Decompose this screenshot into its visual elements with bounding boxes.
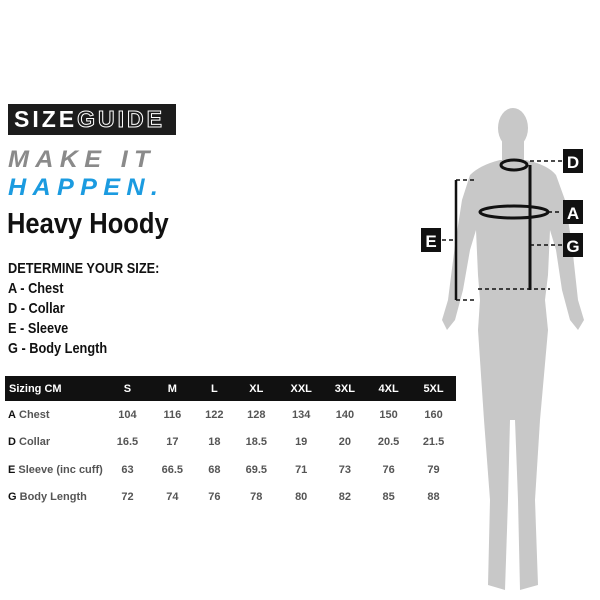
header-cell: 5XL bbox=[411, 376, 456, 401]
header-cell: L bbox=[194, 376, 234, 401]
table-cell: 76 bbox=[208, 491, 221, 504]
table-cell: 76 bbox=[382, 463, 395, 476]
table-cell: 122 bbox=[205, 408, 224, 421]
logo-part1: SIZE bbox=[14, 106, 78, 132]
svg-text:G: G bbox=[566, 237, 579, 256]
size-guide-logo: SIZE GUIDE bbox=[8, 104, 176, 135]
header-cell: M bbox=[149, 376, 195, 401]
table-cell: 150 bbox=[379, 408, 398, 421]
diagram-label-G: G bbox=[563, 233, 583, 257]
table-cell: 18.5 bbox=[245, 436, 267, 449]
header-cell: XXL bbox=[278, 376, 324, 401]
table-cell: 78 bbox=[250, 491, 263, 504]
table-cell: 80 bbox=[295, 491, 308, 504]
table-cell: 18 bbox=[208, 436, 221, 449]
row-label: A Chest bbox=[5, 401, 105, 429]
table-cell: 85 bbox=[382, 491, 395, 504]
table-cell: 74 bbox=[166, 491, 179, 504]
table-cell: 17 bbox=[166, 436, 179, 449]
logo-part2: GUIDE bbox=[77, 106, 165, 133]
table-row: A Chest 104 116 122 128 134 140 150 160 bbox=[5, 401, 456, 429]
table-row: E Sleeve (inc cuff) 63 66.5 68 69.5 71 73 76 79 bbox=[5, 456, 456, 484]
tagline-line1: MAKE IT bbox=[8, 146, 156, 173]
header-cell: Sizing CM bbox=[5, 376, 105, 401]
row-name: Sleeve (inc cuff) bbox=[18, 463, 103, 476]
row-name: Chest bbox=[19, 408, 50, 421]
table-cell: 128 bbox=[247, 408, 266, 421]
table-cell: 19 bbox=[295, 436, 308, 449]
table-row: D Collar 16.5 17 18 18.5 19 20 20.5 21.5 bbox=[5, 429, 456, 457]
table-row: G Body Length 72 74 76 78 80 82 85 88 bbox=[5, 484, 456, 512]
table-cell: 63 bbox=[121, 463, 134, 476]
table-cell: 20.5 bbox=[377, 436, 400, 449]
row-code: G bbox=[8, 491, 17, 504]
measure-lines bbox=[442, 158, 562, 301]
svg-text:D: D bbox=[567, 153, 579, 172]
table-cell: 72 bbox=[121, 491, 134, 504]
table-cell: 20 bbox=[338, 436, 352, 449]
table-cell: 82 bbox=[338, 491, 352, 504]
table-header: Sizing CM S M L XL XXL 3XL 4XL 5XL bbox=[5, 376, 456, 401]
row-label: D Collar bbox=[5, 429, 105, 457]
table-cell: 88 bbox=[427, 491, 440, 504]
measure-collar: D - Collar bbox=[8, 300, 65, 317]
measure-sleeve: E - Sleeve bbox=[8, 320, 69, 337]
measure-body-length: G - Body Length bbox=[8, 340, 108, 357]
table-cell: 68 bbox=[208, 463, 221, 476]
measure-chest: A - Chest bbox=[8, 280, 64, 297]
table-cell: 73 bbox=[338, 463, 352, 476]
svg-text:E: E bbox=[425, 232, 436, 251]
diagram-label-A: A bbox=[563, 200, 583, 224]
svg-text:A: A bbox=[567, 204, 579, 223]
header-cell: XL bbox=[233, 376, 279, 401]
table-cell: 66.5 bbox=[161, 463, 184, 476]
size-table: Sizing CM S M L XL XXL 3XL 4XL 5XL A Che… bbox=[5, 376, 456, 511]
body-silhouette bbox=[442, 108, 584, 590]
row-name: Collar bbox=[19, 436, 51, 449]
table-cell: 16.5 bbox=[116, 436, 139, 449]
diagram-label-E: E bbox=[421, 228, 441, 252]
header-cell: 4XL bbox=[366, 376, 412, 401]
row-code: A bbox=[8, 408, 16, 421]
table-cell: 21.5 bbox=[422, 436, 445, 449]
table-cell: 71 bbox=[295, 463, 308, 476]
table-cell: 116 bbox=[163, 408, 182, 421]
row-label: G Body Length bbox=[5, 484, 105, 512]
table-cell: 104 bbox=[118, 408, 137, 421]
table-cell: 160 bbox=[424, 408, 443, 421]
row-name: Body Length bbox=[19, 491, 87, 504]
determine-heading: DETERMINE YOUR SIZE: bbox=[8, 260, 160, 277]
tagline-line2: HAPPEN. bbox=[8, 174, 165, 201]
row-code: D bbox=[8, 436, 16, 449]
header-cell: 3XL bbox=[323, 376, 367, 401]
diagram-label-D: D bbox=[563, 149, 583, 173]
table-cell: 79 bbox=[427, 463, 440, 476]
table-cell: 134 bbox=[292, 408, 311, 421]
row-code: E bbox=[8, 463, 16, 476]
header-cell: S bbox=[105, 376, 150, 401]
page-title: Heavy Hoody bbox=[7, 208, 169, 240]
table-cell: 140 bbox=[335, 408, 355, 421]
row-label: E Sleeve (inc cuff) bbox=[5, 456, 105, 484]
table-cell: 69.5 bbox=[245, 463, 267, 476]
